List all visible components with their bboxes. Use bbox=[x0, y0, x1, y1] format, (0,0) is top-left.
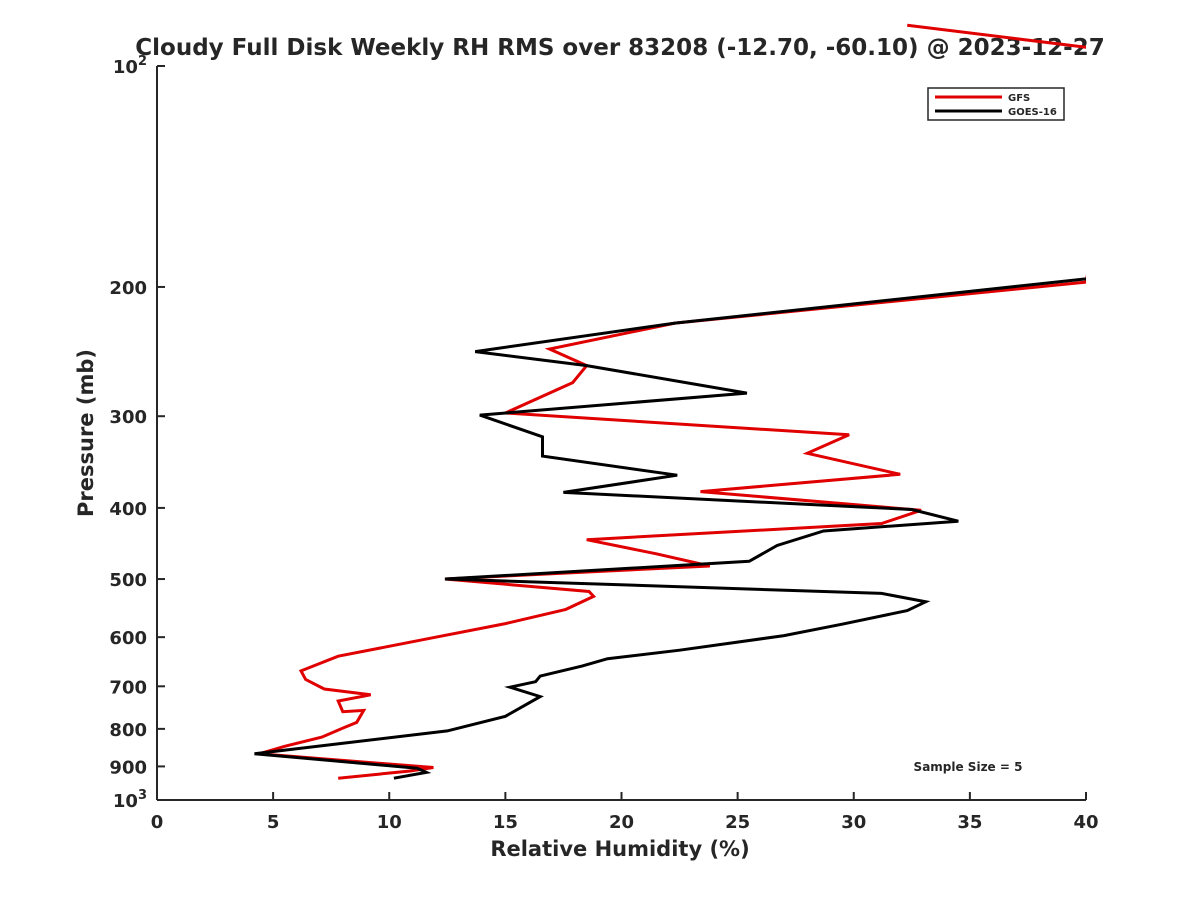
y-tick-label: 800 bbox=[109, 720, 147, 741]
plot-area bbox=[254, 23, 1086, 780]
legend-label-gfs: GFS bbox=[1008, 93, 1030, 104]
x-tick-label: 40 bbox=[1073, 812, 1098, 833]
series-line-gfs bbox=[258, 23, 1086, 780]
y-tick-label: 102 bbox=[113, 54, 147, 78]
legend: GFS GOES-16 bbox=[927, 87, 1065, 121]
x-tick-label: 10 bbox=[377, 812, 402, 833]
y-axis-label: Pressure (mb) bbox=[74, 349, 98, 517]
y-tick-label: 700 bbox=[109, 677, 147, 698]
x-tick-label: 35 bbox=[957, 812, 982, 833]
x-tick-label: 25 bbox=[725, 812, 750, 833]
series-layer bbox=[254, 23, 1086, 780]
y-tick-label: 900 bbox=[109, 757, 147, 778]
y-tick-label: 103 bbox=[113, 788, 147, 812]
legend-box bbox=[927, 87, 1065, 121]
y-tick-label: 400 bbox=[109, 499, 147, 520]
y-tick-label: 500 bbox=[109, 570, 147, 591]
x-ticks: 0 5 10 15 20 25 30 35 40 bbox=[151, 792, 1099, 833]
sample-size-annotation: Sample Size = 5 bbox=[914, 760, 1023, 774]
y-ticks: 102 200 300 400 500 600 700 800 900 103 bbox=[109, 54, 165, 812]
y-tick-label: 600 bbox=[109, 628, 147, 649]
y-tick-label: 200 bbox=[109, 278, 147, 299]
x-tick-label: 15 bbox=[493, 812, 518, 833]
x-tick-label: 5 bbox=[267, 812, 280, 833]
legend-label-goes-16: GOES-16 bbox=[1008, 107, 1057, 118]
y-tick-label: 300 bbox=[109, 407, 147, 428]
x-tick-label: 0 bbox=[151, 812, 164, 833]
x-tick-label: 20 bbox=[609, 812, 634, 833]
series-line-goes-16 bbox=[254, 277, 1086, 780]
x-axis-label: Relative Humidity (%) bbox=[490, 837, 749, 861]
chart-title: Cloudy Full Disk Weekly RH RMS over 8320… bbox=[135, 35, 1104, 61]
x-tick-label: 30 bbox=[841, 812, 866, 833]
